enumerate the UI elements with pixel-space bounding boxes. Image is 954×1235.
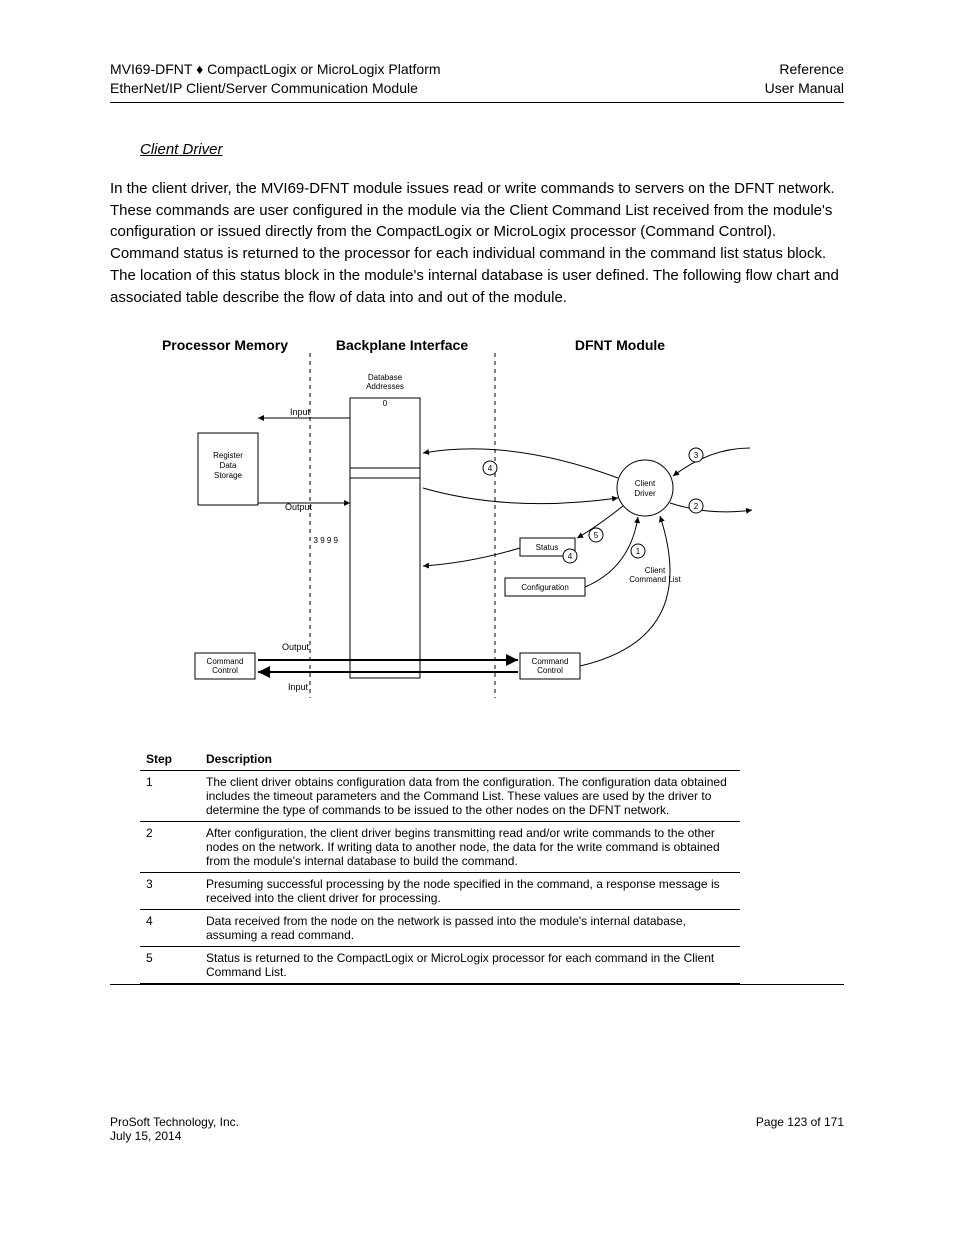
svg-text:Command: Command — [207, 657, 244, 666]
header-right-line1: Reference — [765, 60, 844, 79]
table-row: 4Data received from the node on the netw… — [140, 910, 740, 947]
section-title-text: Client Driver — [140, 141, 223, 158]
svg-text:Control: Control — [212, 666, 238, 675]
svg-text:2: 2 — [694, 502, 699, 511]
svg-text:5: 5 — [594, 531, 599, 540]
section-paragraph: In the client driver, the MVI69-DFNT mod… — [110, 178, 844, 309]
svg-text:Storage: Storage — [214, 471, 243, 480]
header-left-line1: MVI69-DFNT ♦ CompactLogix or MicroLogix … — [110, 60, 441, 79]
flow-diagram: Processor Memory Backplane Interface DFN… — [110, 338, 844, 728]
svg-text:Control: Control — [537, 666, 563, 675]
footer-right: Page 123 of 171 — [756, 1115, 844, 1143]
header-rule — [110, 102, 844, 103]
col-step: Step — [140, 748, 200, 771]
flow-diagram-svg: Processor Memory Backplane Interface DFN… — [140, 338, 760, 728]
col-desc: Description — [200, 748, 740, 771]
svg-text:1: 1 — [636, 547, 641, 556]
col2-label: Backplane Interface — [336, 338, 468, 353]
steps-tbody: 1The client driver obtains configuration… — [140, 771, 740, 984]
svg-text:Status: Status — [536, 543, 559, 552]
svg-text:Register: Register — [213, 451, 243, 460]
page-header: MVI69-DFNT ♦ CompactLogix or MicroLogix … — [110, 60, 844, 98]
svg-text:Configuration: Configuration — [521, 583, 569, 592]
section-title: Client Driver — [140, 141, 844, 158]
footer-rule — [110, 984, 844, 985]
svg-text:3: 3 — [694, 451, 699, 460]
svg-text:Client: Client — [645, 566, 666, 575]
table-row: 3Presuming successful processing by the … — [140, 873, 740, 910]
svg-text:Database: Database — [368, 373, 403, 382]
svg-text:Input: Input — [290, 407, 311, 417]
svg-text:Input: Input — [288, 682, 309, 692]
svg-text:3 9 9 9: 3 9 9 9 — [314, 536, 339, 545]
header-left: MVI69-DFNT ♦ CompactLogix or MicroLogix … — [110, 60, 441, 98]
svg-text:0: 0 — [383, 399, 388, 408]
svg-text:Driver: Driver — [634, 489, 656, 498]
svg-text:Client: Client — [635, 479, 656, 488]
header-right-line2: User Manual — [765, 79, 844, 98]
table-row: 1The client driver obtains configuration… — [140, 771, 740, 822]
col3-label: DFNT Module — [575, 338, 665, 353]
table-row: 2After configuration, the client driver … — [140, 822, 740, 873]
page-footer: ProSoft Technology, Inc. July 15, 2014 P… — [110, 1115, 844, 1143]
steps-table: Step Description 1The client driver obta… — [140, 748, 740, 984]
footer-left: ProSoft Technology, Inc. July 15, 2014 — [110, 1115, 239, 1143]
col1-label: Processor Memory — [162, 338, 288, 353]
header-left-line2: EtherNet/IP Client/Server Communication … — [110, 79, 441, 98]
svg-text:Command: Command — [532, 657, 569, 666]
svg-text:4: 4 — [488, 464, 493, 473]
svg-text:Output: Output — [282, 642, 310, 652]
step-markers: 1 2 3 4 4 5 — [483, 448, 703, 563]
header-right: Reference User Manual — [765, 60, 844, 98]
svg-text:Data: Data — [220, 461, 237, 470]
svg-text:4: 4 — [568, 552, 573, 561]
svg-text:Addresses: Addresses — [366, 382, 404, 391]
svg-text:Command List: Command List — [629, 575, 681, 584]
table-row: 5Status is returned to the CompactLogix … — [140, 947, 740, 984]
